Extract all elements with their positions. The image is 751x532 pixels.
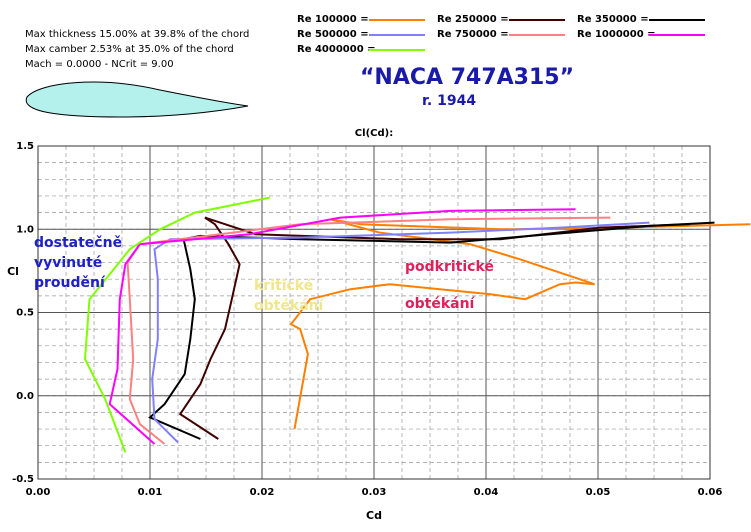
- x-tick-label: 0.01: [138, 487, 163, 498]
- plot-title: Cl(Cd):: [355, 128, 393, 139]
- legend-label: Re 750000 =: [437, 29, 509, 40]
- x-tick-label: 0.06: [698, 487, 723, 498]
- y-tick-label: 1.0: [16, 224, 34, 235]
- chart-title: “NACA 747A315”: [360, 65, 574, 90]
- annotation: dostatečně: [34, 235, 122, 251]
- y-tick-label: 0.5: [16, 308, 34, 319]
- annotation: proudění: [34, 275, 106, 291]
- annotation: obtékání: [405, 296, 476, 312]
- legend-label: Re 100000 =: [297, 14, 369, 25]
- y-axis-label: Cl: [7, 265, 19, 278]
- x-tick-label: 0.03: [362, 487, 387, 498]
- legend-label: Re 250000 =: [437, 14, 509, 25]
- chart-subtitle: r. 1944: [422, 93, 476, 109]
- legend-label: Re 4000000 =: [297, 44, 376, 55]
- info-text: Mach = 0.0000 - NCrit = 9.00: [25, 59, 174, 70]
- x-tick-label: 0.00: [26, 487, 51, 498]
- x-tick-label: 0.05: [586, 487, 611, 498]
- legend-label: Re 1000000 =: [577, 29, 656, 40]
- polar-line: [126, 216, 611, 445]
- annotation: vyvinuté: [34, 255, 102, 271]
- polar-line: [151, 221, 650, 444]
- polar-line: [289, 218, 751, 430]
- legend-label: Re 500000 =: [297, 29, 369, 40]
- info-text: Max thickness 15.00% at 39.8% of the cho…: [25, 29, 249, 40]
- annotation: podkritické: [405, 259, 494, 275]
- y-tick-label: 1.5: [16, 141, 34, 152]
- x-axis-label: Cd: [366, 509, 382, 522]
- polar-line: [148, 221, 715, 440]
- polar-line: [178, 216, 690, 440]
- y-tick-label: -0.5: [12, 474, 34, 485]
- legend-label: Re 350000 =: [577, 14, 649, 25]
- y-tick-label: 0.0: [16, 391, 34, 402]
- polar-line: [83, 196, 270, 453]
- info-text: Max camber 2.53% at 35.0% of the chord: [25, 44, 234, 55]
- airfoil-shape: [25, 81, 249, 118]
- plot-frame: [37, 145, 711, 480]
- x-tick-label: 0.04: [474, 487, 499, 498]
- polar-line: [108, 208, 576, 445]
- annotation: kritické: [254, 278, 313, 294]
- x-tick-label: 0.02: [250, 487, 275, 498]
- annotation: obtékání: [254, 298, 325, 314]
